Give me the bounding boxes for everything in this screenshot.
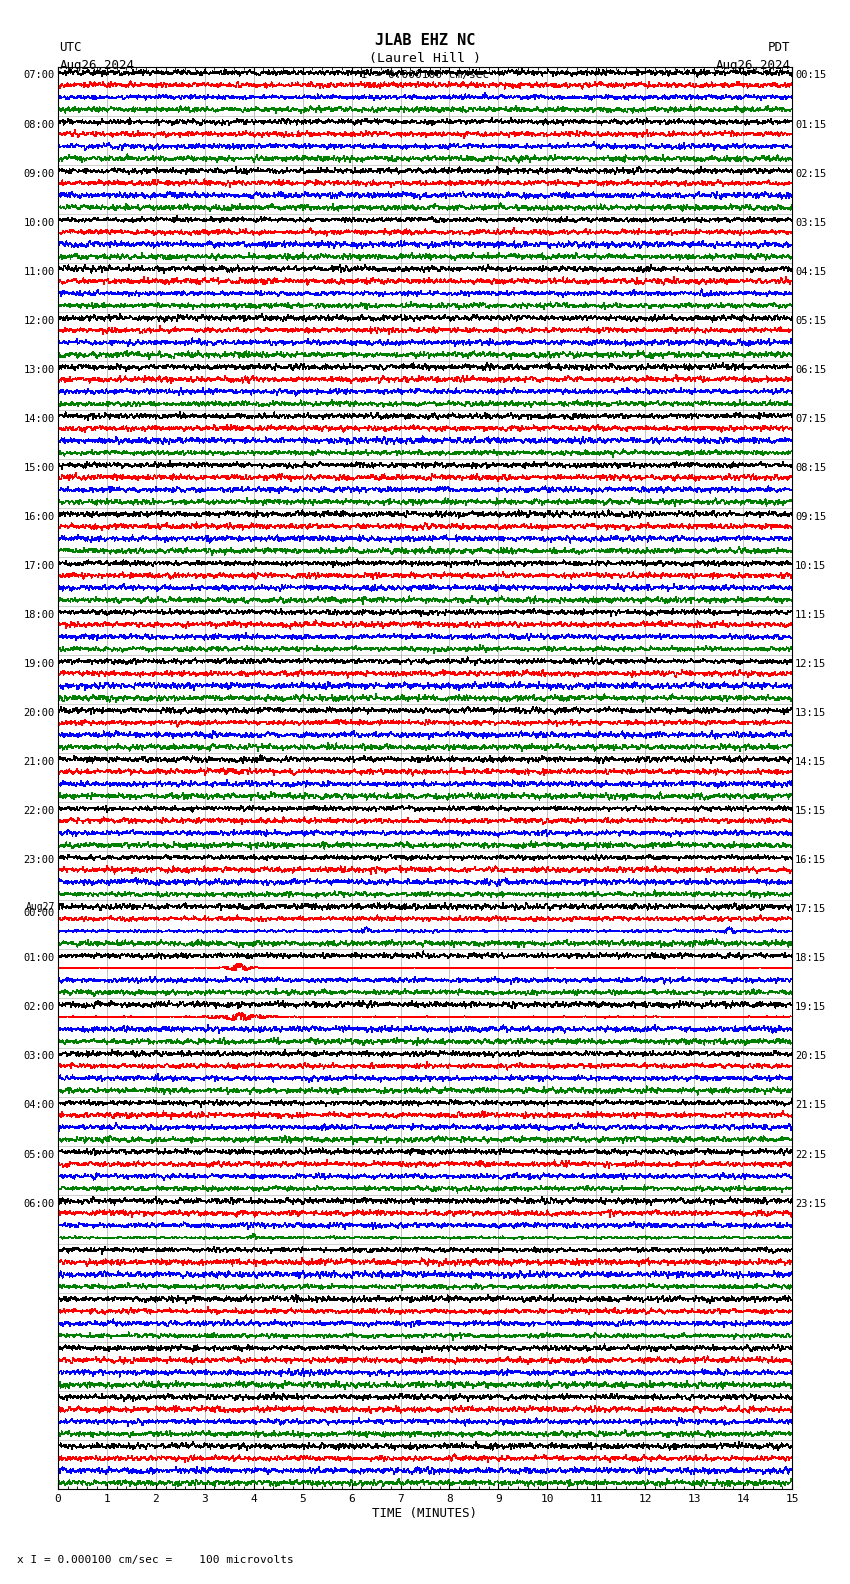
Text: 02:00: 02:00: [24, 1003, 55, 1012]
Text: 11:15: 11:15: [795, 610, 826, 619]
Text: 20:15: 20:15: [795, 1052, 826, 1061]
Text: 16:00: 16:00: [24, 512, 55, 521]
Text: 00:15: 00:15: [795, 70, 826, 81]
Text: 13:00: 13:00: [24, 364, 55, 375]
Text: 10:00: 10:00: [24, 217, 55, 228]
Text: 13:15: 13:15: [795, 708, 826, 718]
Text: 23:00: 23:00: [24, 855, 55, 865]
Text: PDT: PDT: [768, 41, 790, 54]
Text: 05:15: 05:15: [795, 315, 826, 326]
Text: 05:00: 05:00: [24, 1150, 55, 1159]
Text: 17:00: 17:00: [24, 561, 55, 570]
Text: 23:15: 23:15: [795, 1199, 826, 1209]
Text: 02:15: 02:15: [795, 168, 826, 179]
Text: Aug27: Aug27: [26, 901, 55, 912]
Text: 10:15: 10:15: [795, 561, 826, 570]
Text: 08:00: 08:00: [24, 119, 55, 130]
Text: 21:00: 21:00: [24, 757, 55, 767]
Text: 12:00: 12:00: [24, 315, 55, 326]
Text: 08:15: 08:15: [795, 463, 826, 474]
Text: 03:15: 03:15: [795, 217, 826, 228]
Text: (Laurel Hill ): (Laurel Hill ): [369, 52, 481, 65]
Text: 09:00: 09:00: [24, 168, 55, 179]
Text: 09:15: 09:15: [795, 512, 826, 521]
Text: 01:00: 01:00: [24, 954, 55, 963]
Text: 01:15: 01:15: [795, 119, 826, 130]
Text: UTC: UTC: [60, 41, 82, 54]
Text: 07:15: 07:15: [795, 413, 826, 425]
Text: 18:00: 18:00: [24, 610, 55, 619]
Text: 14:00: 14:00: [24, 413, 55, 425]
Text: 03:00: 03:00: [24, 1052, 55, 1061]
Text: 06:15: 06:15: [795, 364, 826, 375]
Text: 17:15: 17:15: [795, 904, 826, 914]
Text: I = 0.000100 cm/sec: I = 0.000100 cm/sec: [361, 70, 489, 79]
Text: JLAB EHZ NC: JLAB EHZ NC: [375, 33, 475, 48]
Text: 22:15: 22:15: [795, 1150, 826, 1159]
Text: 04:00: 04:00: [24, 1101, 55, 1110]
Text: 12:15: 12:15: [795, 659, 826, 668]
Text: 19:00: 19:00: [24, 659, 55, 668]
Text: x I = 0.000100 cm/sec =    100 microvolts: x I = 0.000100 cm/sec = 100 microvolts: [17, 1555, 294, 1565]
Text: 00:00: 00:00: [24, 908, 55, 919]
Text: 06:00: 06:00: [24, 1199, 55, 1209]
Text: 11:00: 11:00: [24, 266, 55, 277]
Text: 20:00: 20:00: [24, 708, 55, 718]
Text: 07:00: 07:00: [24, 70, 55, 81]
Text: 14:15: 14:15: [795, 757, 826, 767]
Text: 21:15: 21:15: [795, 1101, 826, 1110]
X-axis label: TIME (MINUTES): TIME (MINUTES): [372, 1506, 478, 1519]
Text: Aug26,2024: Aug26,2024: [716, 59, 790, 71]
Text: 19:15: 19:15: [795, 1003, 826, 1012]
Text: 04:15: 04:15: [795, 266, 826, 277]
Text: 15:15: 15:15: [795, 806, 826, 816]
Text: Aug26,2024: Aug26,2024: [60, 59, 134, 71]
Text: 18:15: 18:15: [795, 954, 826, 963]
Text: 15:00: 15:00: [24, 463, 55, 474]
Text: 16:15: 16:15: [795, 855, 826, 865]
Text: 22:00: 22:00: [24, 806, 55, 816]
